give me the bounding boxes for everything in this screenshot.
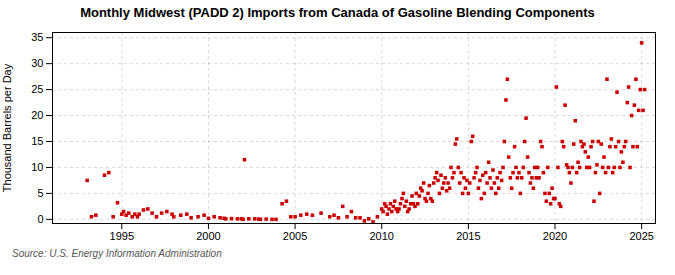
svg-text:2010: 2010 <box>369 230 393 242</box>
html-text:Monthly Midwest (PADD 2) Impor: Monthly Midwest (PADD 2) Imports from Ca… <box>80 5 595 20</box>
svg-text:1995: 1995 <box>110 230 134 242</box>
svg-text:2020: 2020 <box>543 230 567 242</box>
svg-text:20: 20 <box>31 109 43 121</box>
svg-text:5: 5 <box>37 187 43 199</box>
html-text:Source: U.S. Energy Informatio: Source: U.S. Energy Information Administ… <box>12 248 222 259</box>
svg-text:25: 25 <box>31 83 43 95</box>
svg-text:0: 0 <box>37 213 43 225</box>
svg-text:Thousand Barrels per Day: Thousand Barrels per Day <box>1 63 13 192</box>
svg-text:35: 35 <box>31 31 43 43</box>
svg-text:15: 15 <box>31 135 43 147</box>
svg-text:10: 10 <box>31 161 43 173</box>
svg-text:2005: 2005 <box>283 230 307 242</box>
svg-text:2025: 2025 <box>629 230 653 242</box>
svg-text:2000: 2000 <box>196 230 220 242</box>
svg-text:2015: 2015 <box>456 230 480 242</box>
svg-text:30: 30 <box>31 57 43 69</box>
